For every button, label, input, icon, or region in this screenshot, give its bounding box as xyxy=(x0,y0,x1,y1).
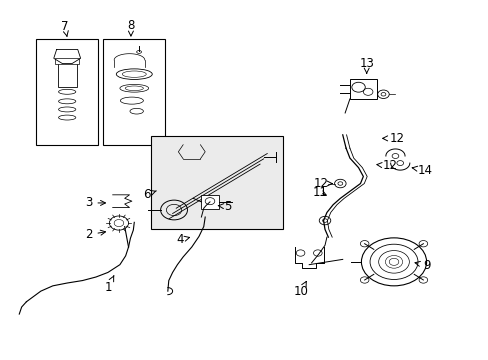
Text: 12: 12 xyxy=(313,177,331,190)
Text: 8: 8 xyxy=(127,19,134,36)
Bar xyxy=(58,62,77,86)
Bar xyxy=(36,39,98,145)
Text: 14: 14 xyxy=(411,164,432,177)
Text: 4: 4 xyxy=(176,234,189,247)
Bar xyxy=(103,39,165,145)
Text: 12: 12 xyxy=(376,159,397,172)
Text: 12: 12 xyxy=(382,132,404,145)
Polygon shape xyxy=(112,195,132,207)
Text: 7: 7 xyxy=(61,20,68,36)
Text: 11: 11 xyxy=(312,186,327,199)
Bar xyxy=(151,136,282,229)
Text: 6: 6 xyxy=(143,188,156,201)
Bar xyxy=(349,79,376,99)
Text: 5: 5 xyxy=(218,200,231,213)
Text: 3: 3 xyxy=(85,197,105,210)
Text: 2: 2 xyxy=(85,228,105,241)
Text: 1: 1 xyxy=(104,276,114,294)
Bar xyxy=(201,195,218,209)
Text: 9: 9 xyxy=(414,259,429,272)
Bar xyxy=(55,58,79,64)
Polygon shape xyxy=(54,49,81,64)
Text: 10: 10 xyxy=(293,282,308,298)
Text: 13: 13 xyxy=(359,57,373,73)
